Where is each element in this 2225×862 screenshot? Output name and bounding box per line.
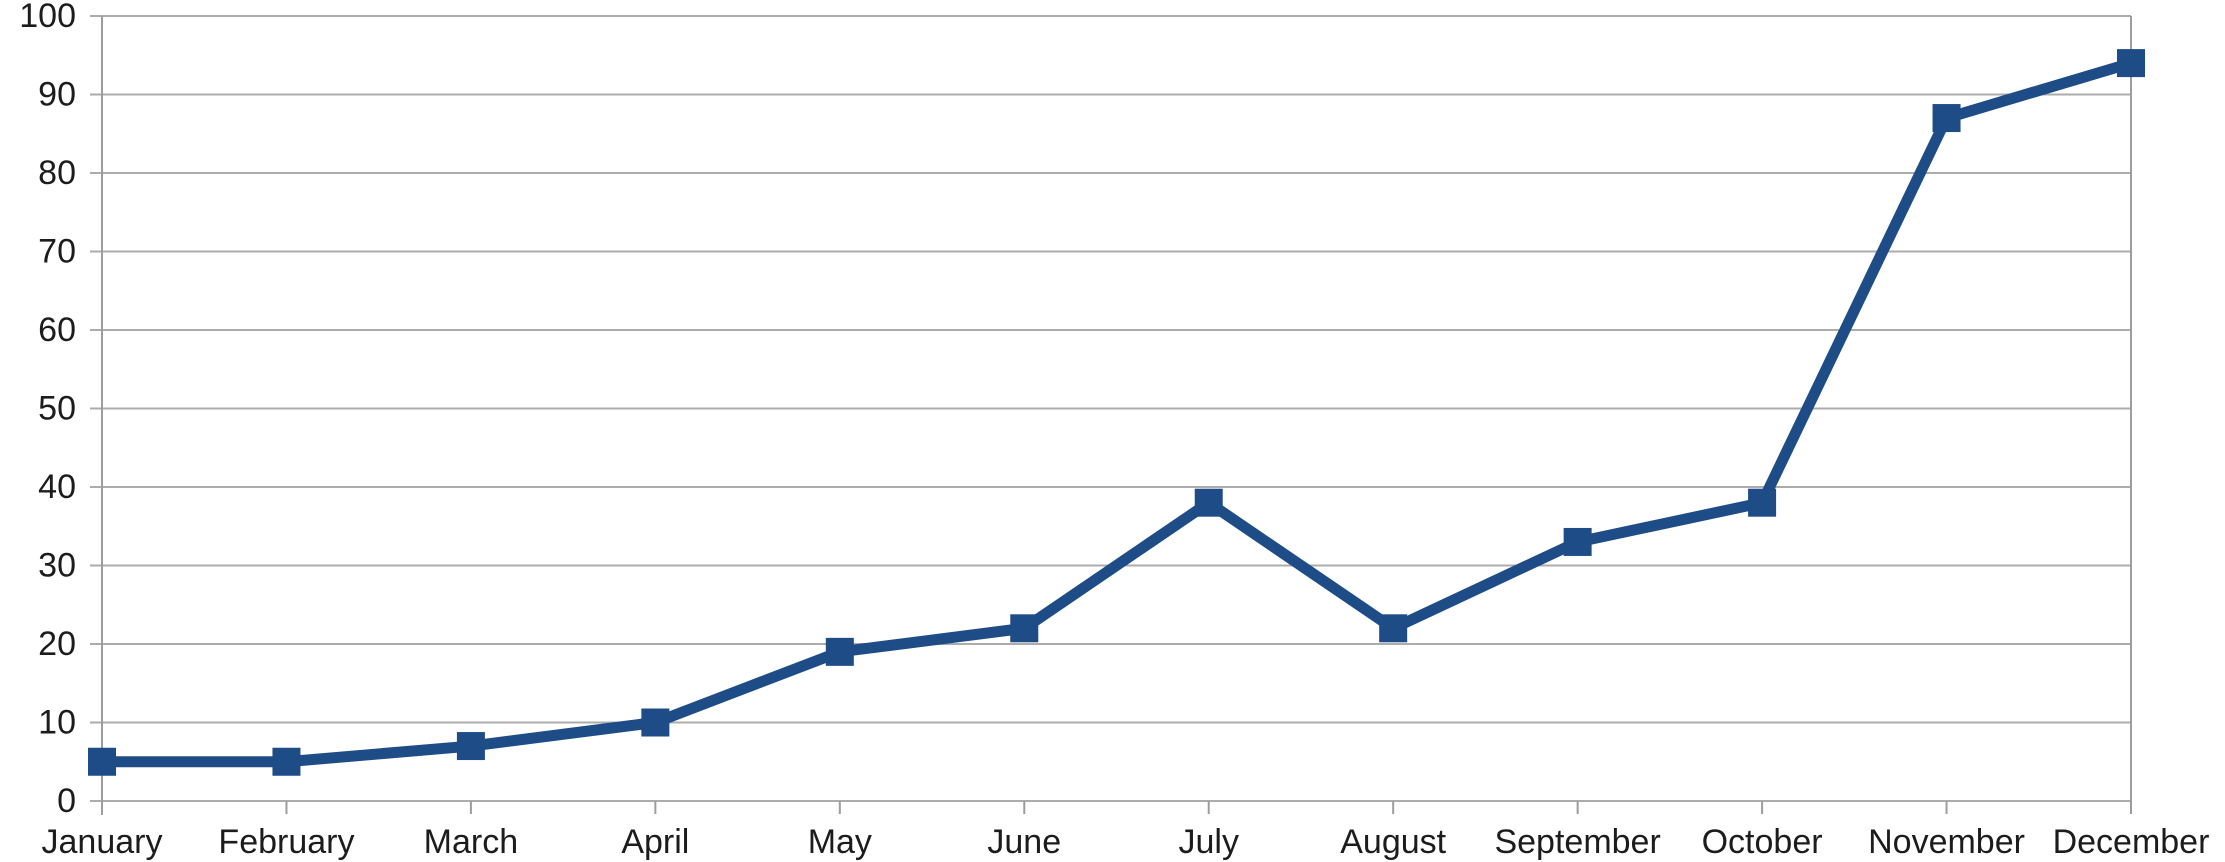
y-axis-tick-label: 60 bbox=[38, 311, 76, 349]
data-point-marker bbox=[1932, 104, 1961, 133]
axes bbox=[101, 16, 2132, 815]
data-point-marker bbox=[1194, 488, 1223, 517]
y-axis-tick-label: 100 bbox=[19, 0, 76, 35]
data-line bbox=[102, 57, 2133, 768]
gridlines bbox=[90, 15, 2131, 802]
data-point-marker bbox=[825, 637, 854, 666]
x-axis-labels: January February March April May June July Augu… bbox=[42, 823, 2210, 861]
x-axis-tick-label: January bbox=[42, 823, 163, 861]
x-axis-tick-label: February bbox=[218, 823, 354, 861]
y-axis-tick-label: 70 bbox=[38, 233, 76, 271]
data-point-marker bbox=[1563, 527, 1592, 556]
y-axis-labels: 0 10 20 30 40 50 60 70 80 90 100 bbox=[19, 0, 76, 820]
x-axis-tick-label: August bbox=[1340, 823, 1446, 861]
x-axis-tick-label: October bbox=[1702, 823, 1823, 861]
x-axis-tick-label: December bbox=[2053, 823, 2210, 861]
y-axis-tick-label: 40 bbox=[38, 468, 76, 506]
data-point-marker bbox=[1748, 488, 1777, 517]
data-point-marker bbox=[272, 747, 301, 776]
x-axis-tick-label: November bbox=[1868, 823, 2025, 861]
y-axis-tick-label: 30 bbox=[38, 547, 76, 585]
y-axis-tick-label: 0 bbox=[57, 782, 76, 820]
x-axis-tick-label: May bbox=[808, 823, 872, 861]
x-axis-tick-label: March bbox=[424, 823, 518, 861]
y-axis-tick-label: 50 bbox=[38, 390, 76, 428]
x-axis-tick-label: April bbox=[621, 823, 689, 861]
y-axis-tick-label: 80 bbox=[38, 154, 76, 192]
x-axis-tick-label: September bbox=[1494, 823, 1660, 861]
x-axis-tick-label: June bbox=[987, 823, 1061, 861]
data-point-marker bbox=[88, 747, 116, 776]
axis-ticks bbox=[101, 801, 2132, 814]
y-axis-tick-label: 90 bbox=[38, 76, 76, 114]
data-series bbox=[88, 49, 2145, 776]
data-point-marker bbox=[1379, 614, 1408, 643]
y-axis-tick-label: 10 bbox=[38, 704, 76, 742]
y-axis-tick-label: 20 bbox=[38, 625, 76, 663]
data-point-marker bbox=[641, 708, 670, 737]
data-point-marker bbox=[456, 732, 485, 761]
data-point-marker bbox=[2117, 49, 2145, 78]
x-axis-tick-label: July bbox=[1178, 823, 1238, 861]
data-point-marker bbox=[1010, 614, 1039, 643]
